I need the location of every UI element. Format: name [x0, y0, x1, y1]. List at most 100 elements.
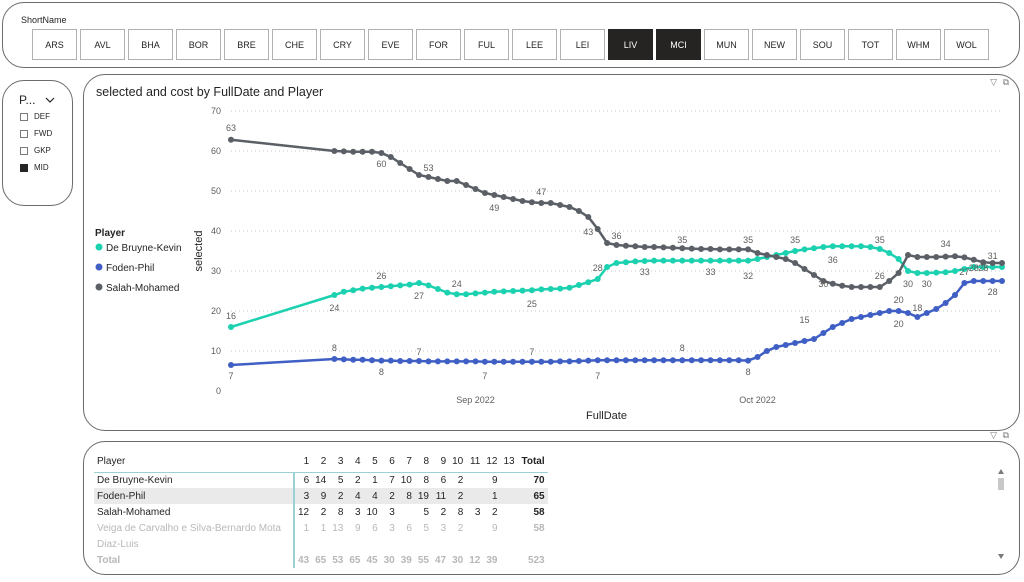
team-button-liv[interactable]: LIV	[608, 29, 653, 60]
table-row[interactable]: De Bruyne-Kevin 6 14 5 2 1 7 10 8 6 2 9 70	[94, 472, 548, 488]
data-point	[406, 358, 413, 364]
checkbox-unchecked-icon[interactable]	[20, 146, 28, 155]
data-point	[914, 314, 921, 320]
team-button-avl[interactable]: AVL	[80, 29, 125, 60]
team-button-lee[interactable]: LEE	[512, 29, 557, 60]
value-cell: 5	[329, 472, 347, 488]
data-point	[500, 194, 507, 200]
data-point	[754, 354, 761, 360]
data-label: 33	[705, 267, 715, 277]
table-row[interactable]: Foden-Phil 3 9 2 4 4 2 8 19 11 2 1 65	[94, 488, 548, 504]
column-header[interactable]: 1	[294, 452, 313, 473]
focus-mode-icon[interactable]: ⧉	[1002, 430, 1009, 440]
scroll-down-icon[interactable]	[998, 554, 1004, 559]
data-point	[406, 166, 413, 172]
data-label: 60	[376, 159, 386, 169]
filter-icon[interactable]: ▽	[990, 77, 997, 87]
position-option-mid[interactable]: MID	[20, 163, 49, 172]
checkbox-checked-icon[interactable]	[20, 163, 28, 172]
focus-mode-icon[interactable]: ⧉	[1002, 77, 1009, 87]
value-cell	[501, 552, 518, 568]
team-button-sou[interactable]: SOU	[800, 29, 845, 60]
position-option-fwd[interactable]: FWD	[20, 129, 52, 138]
checkbox-unchecked-icon[interactable]	[20, 129, 28, 138]
team-button-whm[interactable]: WHM	[896, 29, 941, 60]
data-point	[716, 357, 723, 364]
column-header[interactable]: 4	[346, 452, 364, 473]
team-button-bor[interactable]: BOR	[176, 29, 221, 60]
data-point	[350, 287, 357, 294]
team-button-ful[interactable]: FUL	[464, 29, 509, 60]
team-button-tot[interactable]: TOT	[848, 29, 893, 60]
table-row[interactable]: Veiga de Carvalho e Silva-Bernardo Mota 1…	[94, 520, 548, 536]
data-point	[839, 282, 846, 289]
team-button-for[interactable]: FOR	[416, 29, 461, 60]
data-label: 7	[595, 371, 600, 381]
legend-marker	[95, 283, 103, 291]
table-row[interactable]: Salah-Mohamed 12 2 8 3 10 3 5 2 8 3 2 58	[94, 504, 548, 520]
data-point	[434, 358, 441, 365]
data-point	[914, 254, 921, 260]
team-button-mun[interactable]: MUN	[704, 29, 749, 60]
data-point	[792, 260, 799, 266]
column-header[interactable]: 8	[414, 452, 432, 473]
data-point	[886, 308, 893, 314]
data-label: 26	[875, 271, 885, 281]
data-point	[923, 270, 930, 276]
data-point	[557, 285, 564, 292]
table-header-row: Player 1 2 3 4 5 6 7 8 9 10 11 12 13 Total	[94, 452, 548, 473]
column-header[interactable]: Total	[517, 452, 548, 473]
table-row[interactable]: Diaz-Luis	[94, 536, 548, 552]
filter-icon[interactable]: ▽	[990, 430, 997, 440]
data-point	[942, 269, 949, 276]
team-button-bre[interactable]: BRE	[224, 29, 269, 60]
team-button-lei[interactable]: LEI	[560, 29, 605, 60]
team-button-ars[interactable]: ARS	[32, 29, 77, 60]
column-header[interactable]: 13	[500, 452, 518, 473]
data-label: 16	[226, 311, 236, 321]
vertical-scrollbar[interactable]	[997, 468, 1005, 560]
data-point	[453, 291, 460, 298]
position-option-gkp[interactable]: GKP	[20, 146, 51, 155]
scroll-up-icon[interactable]	[998, 469, 1004, 474]
chevron-down-icon[interactable]	[45, 97, 55, 103]
column-header[interactable]: 2	[312, 452, 330, 473]
value-cell	[483, 536, 500, 552]
position-option-def[interactable]: DEF	[20, 112, 50, 121]
data-point	[651, 244, 658, 250]
value-cell: 1	[483, 488, 501, 504]
team-button-che[interactable]: CHE	[272, 29, 317, 60]
table-total-row[interactable]: Total 43 65 53 65 45 30 39 55 47 30 12 39 523	[94, 552, 548, 568]
data-point	[782, 256, 789, 262]
data-point	[989, 278, 996, 284]
column-header[interactable]: 9	[432, 452, 450, 473]
value-cell	[449, 536, 466, 552]
data-point	[782, 250, 789, 256]
scroll-thumb[interactable]	[998, 478, 1004, 490]
matrix-table: Player 1 2 3 4 5 6 7 8 9 10 11 12 13 Total De Bruyne-Ke…	[94, 452, 548, 568]
data-point	[801, 266, 808, 272]
checkbox-unchecked-icon[interactable]	[20, 112, 28, 121]
team-button-new[interactable]: NEW	[752, 29, 797, 60]
team-button-bha[interactable]: BHA	[128, 29, 173, 60]
data-point	[933, 269, 940, 276]
column-header[interactable]: 12	[483, 452, 501, 473]
team-button-eve[interactable]: EVE	[368, 29, 413, 60]
team-button-cry[interactable]: CRY	[320, 29, 365, 60]
value-cell: 55	[417, 554, 429, 566]
team-button-mci[interactable]: MCI	[656, 29, 701, 60]
column-header[interactable]: 5	[363, 452, 381, 473]
data-point	[980, 264, 987, 270]
column-header[interactable]: 7	[397, 452, 415, 473]
column-header[interactable]: 10	[449, 452, 467, 473]
data-point	[538, 200, 545, 206]
column-header[interactable]: 3	[329, 452, 347, 473]
column-header[interactable]: 6	[380, 452, 398, 473]
column-header[interactable]: Player	[94, 452, 294, 473]
column-header[interactable]: 11	[466, 452, 484, 473]
data-point	[782, 342, 789, 348]
data-point	[594, 226, 601, 232]
position-slicer-header[interactable]: P...	[19, 93, 55, 107]
team-button-wol[interactable]: WOL	[944, 29, 989, 60]
